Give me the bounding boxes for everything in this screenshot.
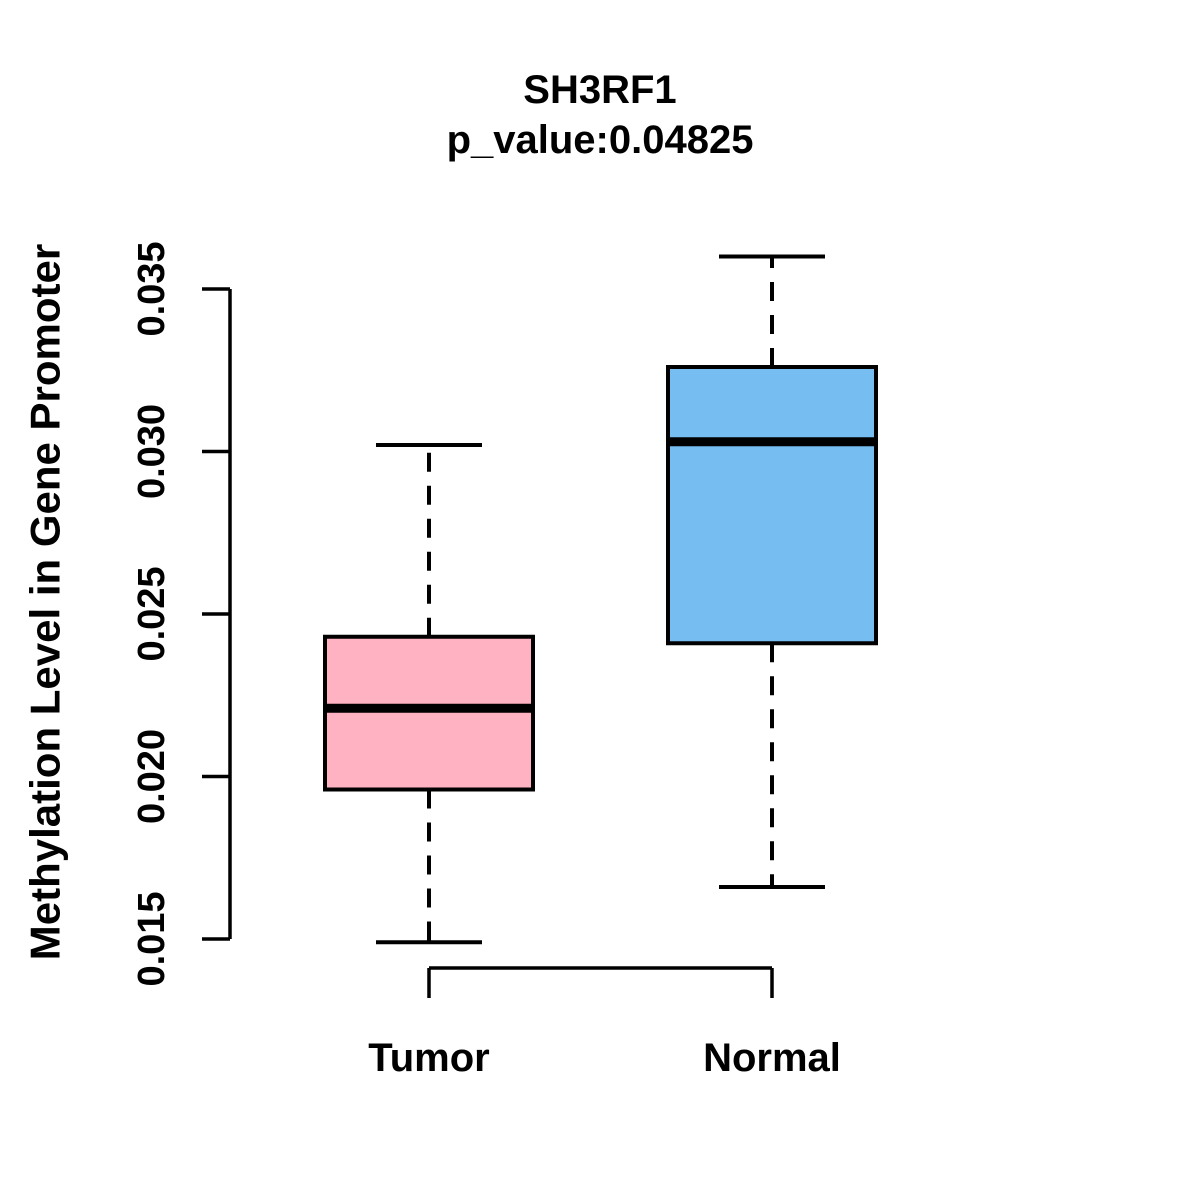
iqr-box bbox=[666, 365, 878, 646]
chart-subtitle-pvalue: p_value:0.04825 bbox=[447, 118, 754, 162]
y-tick-label: 0.025 bbox=[131, 566, 173, 661]
x-category-label-normal: Normal bbox=[703, 1036, 841, 1080]
x-category-label-tumor: Tumor bbox=[368, 1036, 489, 1080]
tumor-boxplot bbox=[323, 443, 535, 945]
chart-title: SH3RF1 bbox=[523, 68, 676, 112]
axes bbox=[202, 287, 774, 998]
y-tick-label: 0.015 bbox=[131, 891, 173, 986]
boxes bbox=[323, 254, 878, 945]
y-tick-label: 0.035 bbox=[131, 241, 173, 336]
iqr-box bbox=[323, 634, 535, 792]
normal-boxplot bbox=[666, 254, 878, 889]
axis-tick-labels: 0.015 0.020 0.025 0.030 0.035 Tumor Normal bbox=[131, 241, 841, 1080]
y-tick-label: 0.020 bbox=[131, 729, 173, 824]
y-axis-label: Methylation Level in Gene Promoter bbox=[22, 244, 69, 960]
y-tick-label: 0.030 bbox=[131, 404, 173, 499]
